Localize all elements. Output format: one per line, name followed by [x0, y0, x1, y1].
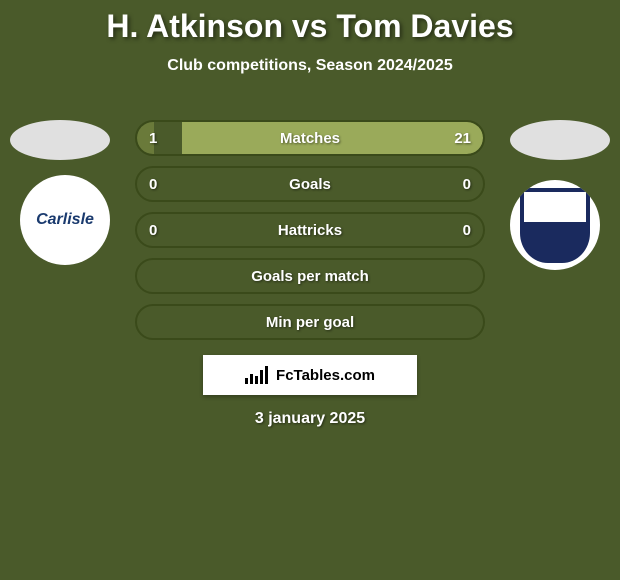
player-badge-left	[10, 120, 110, 160]
stat-row: Goals per match	[135, 258, 485, 294]
stat-row: 0Goals0	[135, 166, 485, 202]
chart-icon	[245, 366, 270, 384]
player-badge-right	[510, 120, 610, 160]
stat-label: Min per goal	[137, 314, 483, 331]
stat-row: Min per goal	[135, 304, 485, 340]
team-logo-right	[510, 180, 600, 270]
stat-label: Goals	[137, 176, 483, 193]
date-text: 3 january 2025	[0, 410, 620, 428]
stat-value-right: 21	[454, 130, 471, 147]
team-logo-left-text: Carlisle	[36, 211, 94, 229]
stat-label: Matches	[137, 130, 483, 147]
footer-brand-badge[interactable]: FcTables.com	[203, 355, 417, 395]
stat-label: Hattricks	[137, 222, 483, 239]
page-title: H. Atkinson vs Tom Davies	[0, 0, 620, 45]
stat-value-right: 0	[463, 176, 471, 193]
stat-value-right: 0	[463, 222, 471, 239]
stat-row: 0Hattricks0	[135, 212, 485, 248]
subtitle: Club competitions, Season 2024/2025	[0, 57, 620, 75]
stat-row: 1Matches21	[135, 120, 485, 156]
shield-icon	[520, 188, 590, 263]
stat-label: Goals per match	[137, 268, 483, 285]
footer-brand-text: FcTables.com	[276, 367, 375, 384]
stats-container: 1Matches210Goals00Hattricks0Goals per ma…	[135, 120, 485, 350]
team-logo-left: Carlisle	[20, 175, 110, 265]
